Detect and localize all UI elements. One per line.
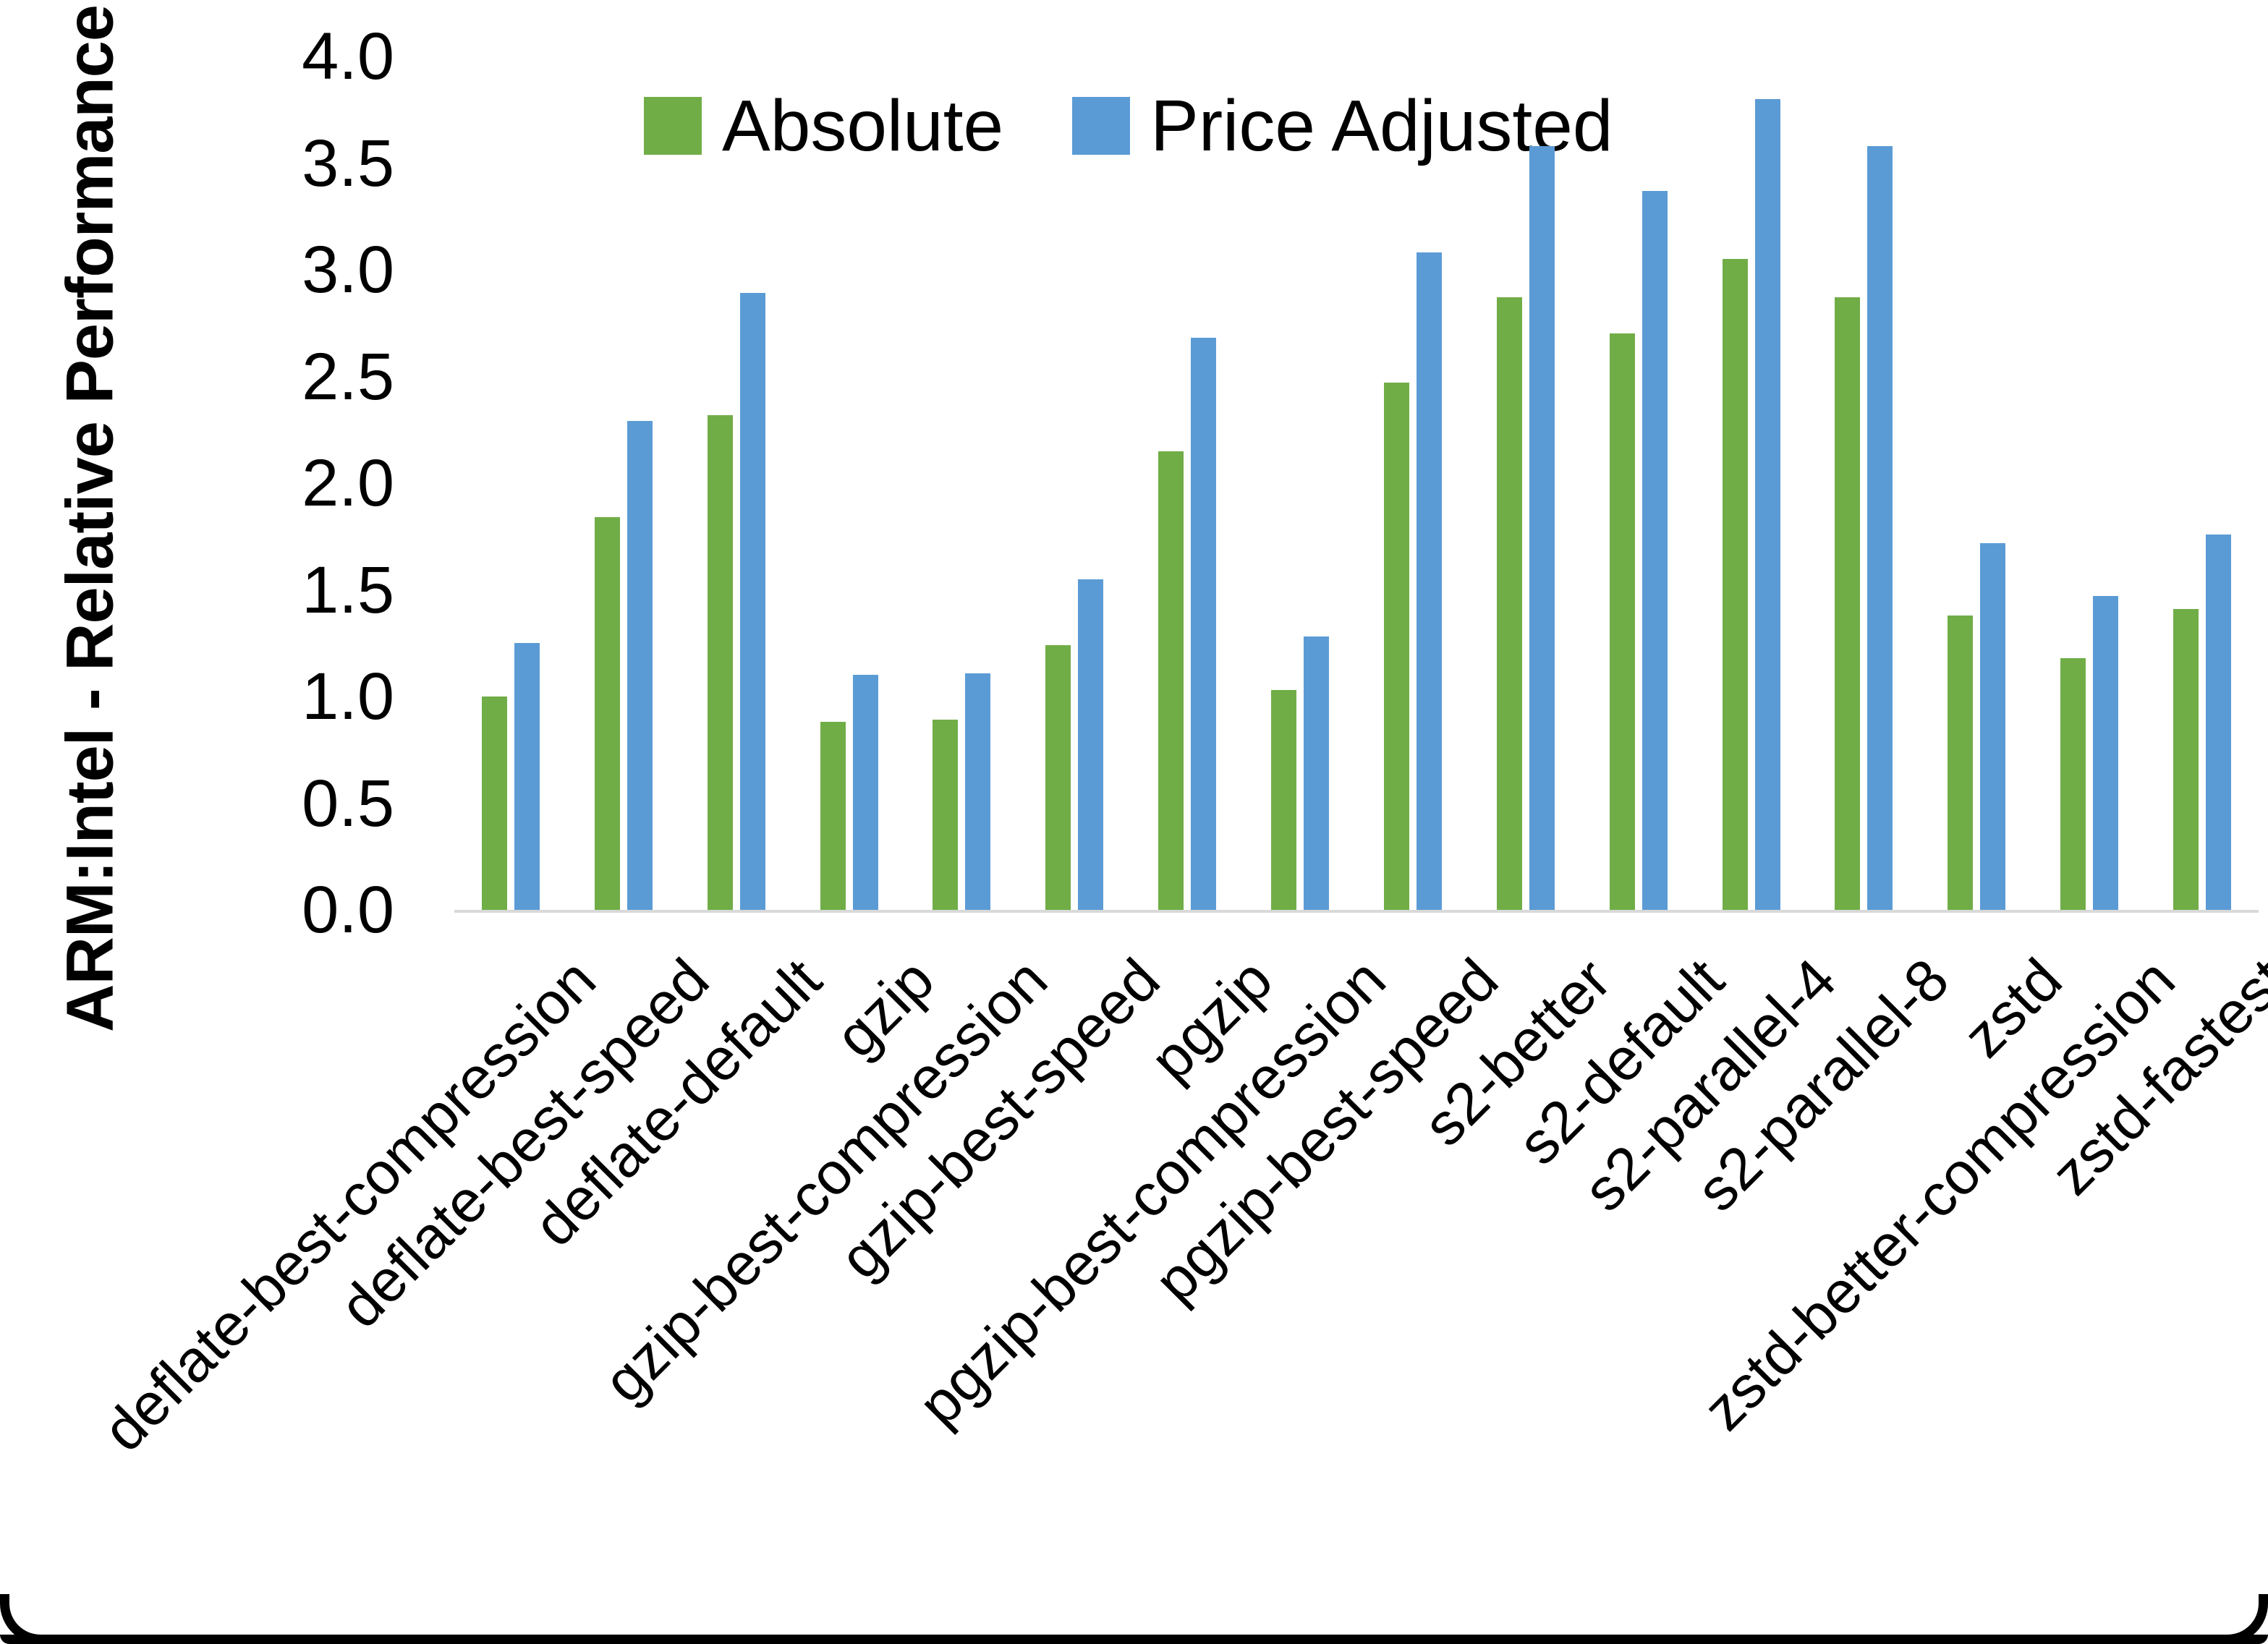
bar-price-adjusted-gzip-best-speed: [1078, 579, 1103, 910]
bar-absolute-pgzip-best-compression: [1271, 690, 1296, 910]
bar-absolute-zstd: [1948, 616, 1973, 910]
bar-absolute-gzip: [820, 722, 846, 910]
legend-swatch-icon: [1072, 97, 1131, 155]
bar-absolute-gzip-best-speed: [1045, 645, 1071, 910]
bar-price-adjusted-s2-default: [1642, 191, 1668, 910]
bar-absolute-s2-better: [1497, 297, 1522, 910]
y-tick-label: 0.0: [302, 873, 394, 947]
bar-absolute-deflate-best-compression: [482, 697, 507, 910]
bar-price-adjusted-pgzip-best-speed: [1417, 252, 1442, 910]
bar-absolute-pgzip-best-speed: [1384, 383, 1409, 910]
bar-price-adjusted-s2-better: [1529, 146, 1555, 910]
y-tick-label: 3.5: [302, 126, 394, 200]
y-tick-label: 1.0: [302, 660, 394, 733]
bar-price-adjusted-zstd: [1980, 543, 2005, 910]
y-axis-title: ARM:Intel - Relative Performance: [53, 5, 127, 1032]
legend-swatch-icon: [644, 97, 702, 155]
bar-price-adjusted-deflate-best-compression: [514, 643, 540, 910]
bar-price-adjusted-zstd-fastest: [2206, 534, 2231, 910]
y-tick-label: 0.5: [302, 766, 394, 840]
bar-absolute-zstd-fastest: [2173, 609, 2199, 910]
bar-price-adjusted-pgzip: [1191, 338, 1216, 910]
bar-price-adjusted-gzip-best-compression: [965, 673, 990, 910]
bar-absolute-pgzip: [1158, 451, 1184, 910]
bar-price-adjusted-deflate-best-speed: [627, 421, 653, 910]
y-tick-label: 2.0: [302, 446, 394, 520]
y-tick-label: 3.0: [302, 233, 394, 307]
legend-label: Absolute: [722, 85, 1004, 166]
bar-absolute-gzip-best-compression: [933, 720, 958, 910]
bar-absolute-s2-parallel-8: [1835, 297, 1860, 910]
bar-absolute-deflate-best-speed: [595, 517, 620, 910]
x-axis-line: [454, 910, 2259, 913]
bar-absolute-s2-default: [1610, 333, 1635, 910]
y-tick-label: 2.5: [302, 339, 394, 414]
bar-price-adjusted-gzip: [853, 675, 878, 910]
bar-price-adjusted-pgzip-best-compression: [1304, 636, 1329, 910]
bar-price-adjusted-s2-parallel-4: [1755, 99, 1780, 910]
y-tick-label: 1.5: [302, 553, 394, 627]
y-tick-label: 4.0: [302, 20, 394, 93]
bar-absolute-deflate-default: [708, 415, 733, 910]
legend-item-absolute: Absolute: [644, 85, 1003, 166]
bar-absolute-s2-parallel-4: [1723, 259, 1748, 910]
bar-absolute-zstd-better-compression: [2060, 658, 2086, 910]
bar-price-adjusted-s2-parallel-8: [1867, 146, 1893, 910]
bar-price-adjusted-zstd-better-compression: [2093, 596, 2118, 910]
legend: Absolute Price Adjusted: [644, 85, 1613, 166]
bottom-frame-border: [0, 1635, 2268, 1644]
bar-price-adjusted-deflate-default: [740, 293, 765, 910]
